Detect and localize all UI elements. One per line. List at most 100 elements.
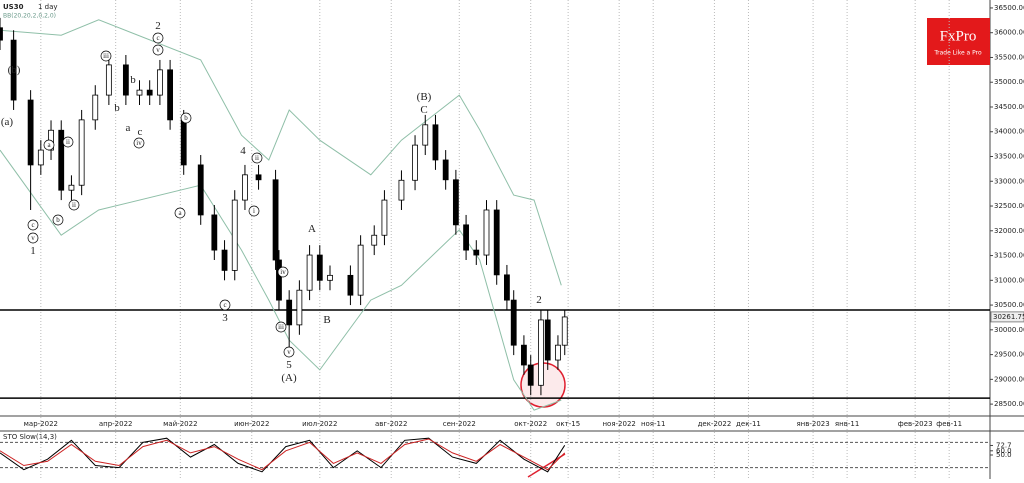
candle-body [167, 69, 174, 121]
wave-label: iv [280, 268, 286, 276]
candle-body [463, 224, 469, 251]
candle-body [327, 274, 333, 281]
wave-label: (a) [1, 116, 14, 128]
logo-box [927, 18, 990, 65]
symbol: US30 [3, 3, 24, 11]
candle-body [493, 209, 500, 276]
candle-body [286, 299, 293, 326]
wave-label: iii [103, 52, 109, 60]
wave-circle [133, 137, 145, 149]
x-tick-label: янв-2023 [796, 420, 829, 428]
candle-body [510, 299, 517, 346]
y-tick-label: 29000.00 [994, 375, 1024, 383]
sto-line [0, 438, 566, 471]
wave-circle [275, 321, 287, 333]
y-tick-label: 32500.00 [994, 202, 1024, 210]
last-price-box [990, 311, 1024, 323]
candle-body [211, 214, 218, 251]
wave-label: B [323, 314, 330, 326]
wave-circle [248, 205, 260, 217]
y-tick-label: 28500.00 [994, 400, 1024, 408]
candle-body [561, 316, 568, 346]
wave-label: b [114, 102, 120, 114]
wave-label: a [126, 122, 131, 134]
candle-body [371, 234, 378, 246]
wave-label: (A) [281, 372, 297, 384]
wave-circle [251, 152, 263, 164]
candle-body [412, 144, 418, 181]
y-tick-label: 35000.00 [994, 78, 1024, 86]
y-tick-label: 33000.00 [994, 177, 1024, 185]
candle-body [272, 179, 279, 261]
candle-body [306, 254, 313, 291]
wave-label: ii [66, 138, 70, 146]
candle-body [221, 249, 228, 271]
candle-body [10, 39, 17, 101]
candle-body [0, 27, 3, 41]
wave-label: v [156, 46, 160, 54]
x-tick-label: ноя-2022 [602, 420, 635, 428]
wave-label: b [184, 114, 188, 122]
tagline: Trade Like a Pro [933, 50, 982, 57]
x-tick-label: фев-11 [936, 420, 962, 428]
x-tick-label: дек-2022 [698, 420, 732, 428]
candle-body [316, 254, 323, 281]
bollinger-band [0, 149, 562, 411]
wave-label: 5 [286, 359, 292, 371]
y-tick-label: 35500.00 [994, 53, 1024, 61]
sto-label: STO Slow(14,3) [3, 433, 57, 441]
wave-circle [152, 44, 164, 56]
x-tick-label: июл-2022 [302, 420, 337, 428]
wave-label: b [130, 74, 136, 86]
x-tick-label: апр-2022 [99, 420, 133, 428]
wave-circle [180, 112, 192, 124]
candle-body [197, 164, 204, 216]
trend-line [527, 453, 566, 478]
timeframe: 1 day [38, 3, 58, 11]
candle-body [452, 179, 459, 226]
wave-circle [52, 214, 64, 226]
candle-body [180, 119, 187, 166]
y-tick-label: 36000.00 [994, 29, 1024, 37]
wave-circle [68, 199, 80, 211]
wave-circle [100, 50, 112, 62]
candle-body [78, 119, 85, 186]
candle-body [544, 319, 551, 361]
wave-label: ii [72, 201, 76, 209]
candle-body [37, 149, 44, 166]
wave-label: (b) [8, 64, 21, 76]
candle-body [156, 69, 163, 96]
wave-label: iii [278, 323, 284, 331]
candle-body [555, 344, 561, 361]
x-tick-label: фев-2023 [898, 420, 933, 428]
wave-label: b [56, 216, 60, 224]
candle-body [231, 199, 238, 271]
candle-body [527, 364, 534, 386]
y-tick-label: 36500.00 [994, 4, 1024, 12]
candle-body [27, 99, 34, 166]
candle-body [255, 174, 262, 181]
wave-circle [43, 139, 55, 151]
x-tick-label: окт-2022 [514, 420, 547, 428]
y-tick-label: 32000.00 [994, 227, 1024, 235]
y-tick-label: 72.7 [996, 441, 1012, 449]
wave-label: c [138, 126, 143, 138]
wave-label: a [178, 209, 182, 217]
logo: FxPro [940, 28, 977, 44]
wave-label: A [308, 223, 316, 235]
x-tick-label: окт-15 [556, 420, 580, 428]
wave-label: c [31, 221, 34, 229]
candle-body [105, 64, 112, 96]
y-tick-label: 29500.00 [994, 351, 1024, 359]
wave-circle [27, 232, 39, 244]
x-tick-label: июн-2022 [234, 420, 269, 428]
candle-body [146, 89, 153, 96]
candle-body [398, 179, 405, 201]
wave-label: 2 [155, 20, 161, 32]
wave-circle [152, 32, 164, 44]
candle-body [538, 319, 544, 386]
y-tick-label: 31500.00 [994, 252, 1024, 260]
candle-body [347, 274, 354, 296]
y-tick-label: 60.0 [996, 447, 1012, 455]
